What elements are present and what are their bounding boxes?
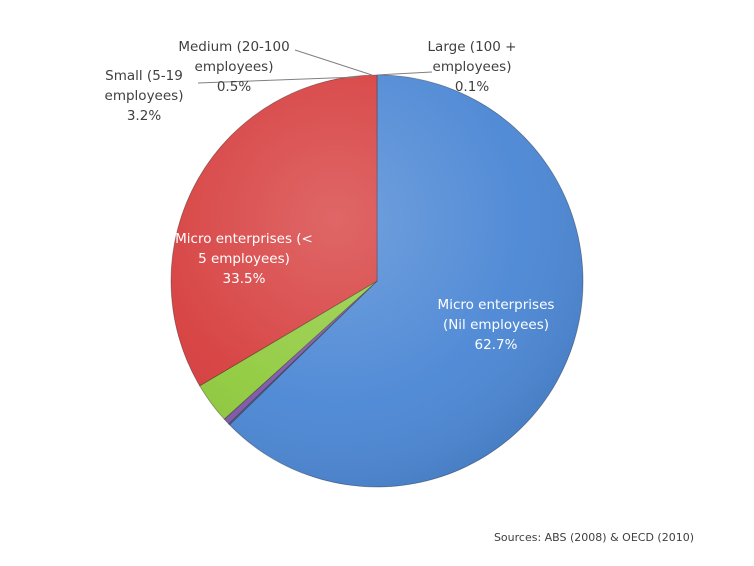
data-label-text: employees) [433,59,512,75]
label-small-5-19-employees: Small (5-19 employees) 3.2% [105,68,184,124]
source-note: Sources: ABS (2008) & OECD (2010) [494,531,694,544]
data-label-text: Small (5-19 [105,68,183,84]
label-large-100-employees: Large (100 + employees) 0.1% [428,39,517,95]
data-label-text: Micro enterprises [438,297,555,313]
data-label-text: 5 employees) [198,251,290,267]
leader-lines [197,49,433,84]
label-micro-enterprises-5-employees: Micro enterprises (< 5 employees) 33.5% [175,231,313,287]
data-label-percent: 0.1% [455,79,489,95]
data-label-text: Medium (20-100 [178,39,289,55]
leader-line-small-5-19-employees [197,76,359,84]
data-label-percent: 3.2% [127,108,161,124]
data-label-percent: 62.7% [475,337,518,353]
data-label-percent: 33.5% [223,271,266,287]
label-micro-enterprises-nil-employees: Micro enterprises (Nil employees) 62.7% [438,297,555,353]
leader-line-large-100-employees [376,71,433,76]
label-medium-20-100-employees: Medium (20-100 employees) 0.5% [178,39,289,95]
data-label-text: Micro enterprises (< [175,231,313,247]
slice-labels: Micro enterprises (Nil employees) 62.7% Lar… [105,39,555,353]
data-label-text: Large (100 + [428,39,517,55]
data-label-text: (Nil employees) [443,317,549,333]
data-label-text: employees) [195,59,274,75]
leader-line-medium-20-100-employees [294,49,373,76]
data-label-percent: 0.5% [217,79,251,95]
data-label-text: employees) [105,88,184,104]
